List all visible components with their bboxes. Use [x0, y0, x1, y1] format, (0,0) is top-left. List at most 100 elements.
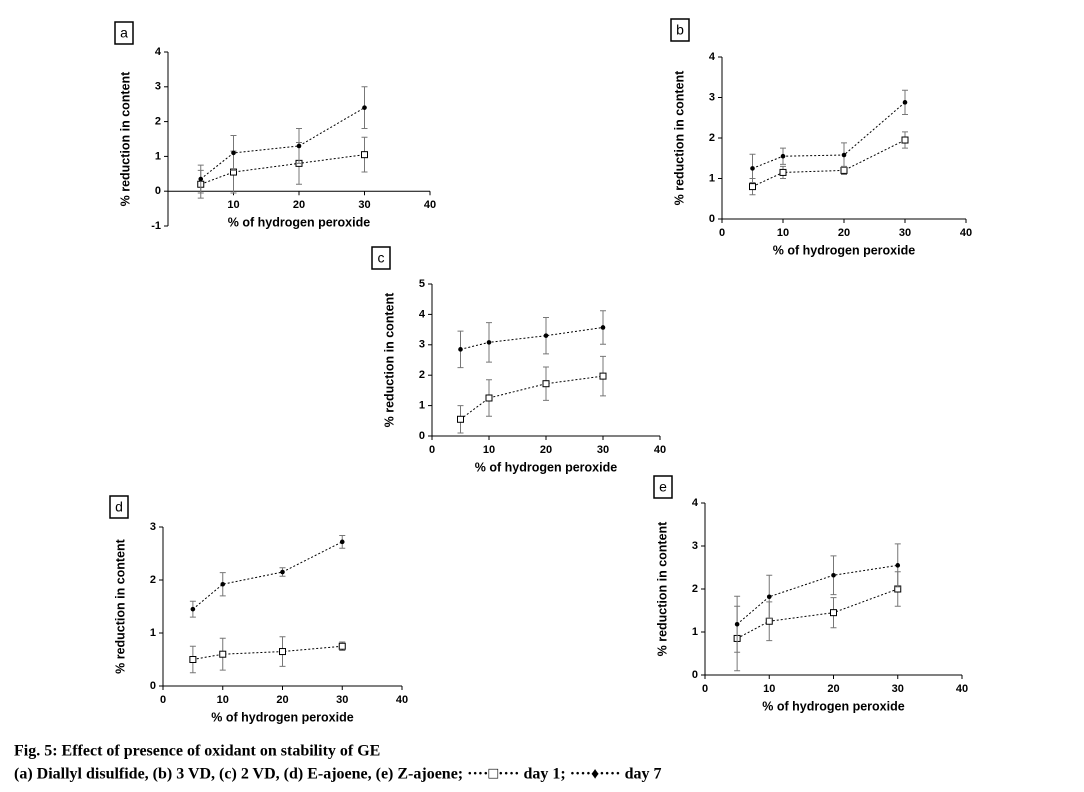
marker-square: [338, 642, 346, 650]
x-tick-label: 10: [217, 694, 229, 706]
y-tick-label: 0: [419, 430, 425, 442]
y-tick-label: 0: [709, 213, 715, 225]
marker-square: [361, 151, 368, 159]
marker-dot: [780, 153, 786, 159]
x-axis-label: % of hydrogen peroxide: [773, 243, 915, 257]
y-tick-label: 1: [692, 626, 698, 638]
marker-dot: [339, 539, 345, 545]
x-tick-label: 20: [293, 199, 305, 211]
marker-dot: [543, 333, 549, 338]
marker-square: [542, 380, 550, 388]
x-tick-label: 30: [899, 227, 911, 239]
x-tick-label: 40: [424, 199, 436, 211]
x-tick-label: 20: [540, 444, 552, 456]
series-line: [736, 564, 898, 625]
marker-square: [901, 136, 909, 144]
y-tick-label: 3: [419, 339, 425, 351]
panel-label: a: [120, 25, 128, 41]
x-tick-label: 0: [702, 683, 708, 695]
panel: -1 0 1 2 3 4 10 20 30 40 % of hydrogen peroxide % r…: [114, 21, 436, 232]
x-tick-label: 10: [777, 227, 789, 239]
y-tick-label: 2: [419, 369, 425, 381]
marker-dot: [362, 105, 367, 110]
y-tick-label: 3: [709, 91, 715, 103]
panel-label: b: [676, 22, 684, 38]
marker-dot: [486, 340, 492, 345]
x-tick-label: 0: [429, 444, 435, 456]
y-tick-label: 0: [155, 185, 161, 197]
y-axis-label: % reduction in content: [382, 292, 396, 428]
series-line: [192, 541, 343, 610]
marker-dot: [841, 152, 847, 158]
y-tick-label: 4: [709, 51, 716, 63]
y-tick-label: 1: [150, 627, 156, 639]
y-tick-label: 3: [155, 81, 161, 93]
x-tick-label: 30: [358, 199, 370, 211]
y-tick-label: 1: [155, 150, 161, 162]
x-tick-label: 20: [276, 694, 288, 706]
panel-label-box: [109, 495, 129, 519]
x-tick-label: 30: [336, 694, 348, 706]
panel-label: e: [659, 479, 667, 495]
y-tick-label: 1: [709, 172, 715, 184]
y-tick-label: 4: [155, 46, 162, 58]
y-tick-label: 2: [709, 132, 715, 144]
marker-dot: [458, 347, 463, 352]
panel-label-box: [114, 21, 134, 45]
panel-label: c: [378, 250, 385, 266]
marker-square: [830, 609, 837, 617]
marker-dot: [831, 572, 836, 578]
y-axis-label: % reduction in content: [113, 538, 127, 674]
y-tick-label: 5: [419, 278, 425, 290]
x-axis-label: % of hydrogen peroxide: [211, 710, 353, 724]
y-axis-label: % reduction in content: [118, 71, 132, 207]
marker-square: [840, 166, 848, 174]
x-tick-label: 40: [396, 694, 408, 706]
y-tick-label: 4: [419, 308, 426, 320]
marker-dot: [902, 100, 908, 105]
panel: 0 1 2 3 4 5 0 10 20 30 40 % of hydrogen peroxide % r…: [371, 246, 666, 474]
x-tick-label: 40: [956, 683, 968, 695]
y-tick-label: 3: [150, 521, 156, 533]
series-line: [752, 139, 906, 188]
marker-dot: [198, 176, 204, 182]
marker-square: [599, 372, 607, 380]
y-tick-label: 2: [692, 583, 698, 595]
y-tick-label: 0: [692, 669, 698, 681]
marker-dot: [220, 581, 226, 587]
caption-title: Fig. 5: Effect of presence of oxidant on…: [14, 743, 380, 760]
marker-dot: [600, 325, 606, 330]
marker-square: [779, 168, 787, 176]
marker-square: [749, 183, 756, 191]
x-tick-label: 40: [654, 444, 666, 456]
series-line: [192, 645, 343, 660]
x-tick-label: 0: [719, 227, 725, 239]
y-axis-label: % reduction in content: [655, 521, 669, 657]
x-axis-label: % of hydrogen peroxide: [475, 460, 617, 474]
marker-dot: [190, 606, 196, 612]
marker-dot: [750, 166, 755, 171]
x-tick-label: 20: [838, 227, 850, 239]
y-tick-label: 2: [155, 116, 161, 128]
marker-dot: [280, 569, 285, 575]
y-tick-label: 4: [692, 497, 699, 509]
marker-square: [279, 648, 286, 656]
marker-dot: [766, 594, 772, 600]
x-tick-label: 10: [227, 199, 239, 211]
marker-dot: [296, 143, 302, 149]
x-tick-label: 40: [960, 227, 972, 239]
marker-square: [219, 650, 227, 658]
x-tick-label: 10: [763, 683, 775, 695]
series-line: [200, 107, 365, 180]
marker-square: [485, 394, 493, 402]
marker-dot: [734, 621, 740, 627]
panel-label: d: [115, 499, 123, 515]
marker-dot: [231, 150, 236, 156]
x-axis-label: % of hydrogen peroxide: [762, 699, 904, 713]
y-tick-label: 3: [692, 540, 698, 552]
series-line: [752, 101, 906, 169]
